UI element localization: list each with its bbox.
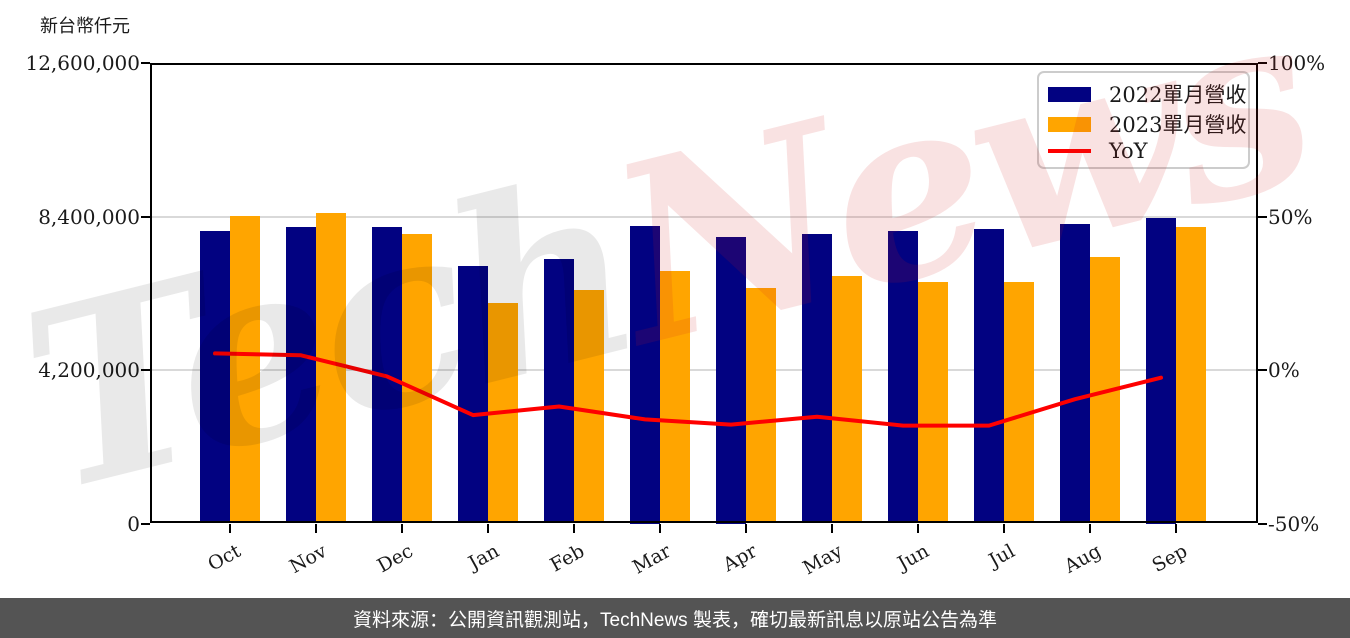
legend-label-2023: 2023單月營收 (1109, 113, 1247, 137)
bar-2023-mar (660, 270, 690, 524)
bar-2023-may (832, 276, 862, 524)
x-tick-jul (1003, 523, 1005, 533)
right-axis-label: 50% (1268, 204, 1313, 229)
x-label-nov: Nov (286, 540, 331, 579)
legend-swatch-yoy (1048, 149, 1091, 153)
bar-2023-jul (1004, 281, 1034, 524)
left-axis-label: 0 (127, 511, 140, 536)
bar-2023-jun (918, 282, 948, 524)
x-tick-mar (659, 523, 661, 533)
x-tick-aug (1089, 523, 1091, 533)
source-footer: 資料來源：公開資訊觀測站，TechNews 製表，確切最新訊息以原站公告為準 (0, 598, 1350, 638)
gridline (150, 215, 1258, 218)
bar-2022-jan (458, 265, 488, 524)
legend-item-yoy: YoY (1039, 139, 1248, 163)
bar-2022-aug (1060, 224, 1090, 524)
bar-2022-mar (630, 226, 660, 524)
left-axis-label: 12,600,000 (25, 51, 140, 75)
x-label-mar: Mar (629, 540, 675, 579)
x-tick-jun (917, 523, 919, 533)
bar-2022-oct (200, 230, 230, 524)
x-tick-nov (315, 523, 317, 533)
legend-item-2022: 2022單月營收 (1039, 79, 1248, 109)
bar-2022-nov (286, 226, 316, 524)
left-axis-label: 4,200,000 (38, 358, 140, 382)
bar-2022-feb (544, 258, 574, 524)
x-label-jul: Jul (985, 540, 1019, 572)
source-footer-text: 資料來源：公開資訊觀測站，TechNews 製表，確切最新訊息以原站公告為準 (353, 609, 997, 631)
x-tick-oct (229, 523, 231, 533)
bar-2023-dec (402, 233, 432, 524)
bar-2022-may (802, 233, 832, 524)
x-label-may: May (799, 540, 847, 580)
legend-swatch-2023 (1048, 116, 1091, 132)
bar-2023-sep (1176, 227, 1206, 524)
bar-2022-jun (888, 230, 918, 524)
x-tick-apr (745, 523, 747, 533)
left-tick (141, 62, 150, 64)
bar-2023-feb (574, 290, 604, 524)
legend-item-2023: 2023單月營收 (1039, 109, 1248, 139)
left-tick (141, 369, 150, 371)
right-tick (1258, 369, 1267, 371)
bar-2023-oct (230, 215, 260, 524)
x-label-jun: Jun (893, 540, 933, 575)
left-tick (141, 522, 150, 525)
right-tick (1258, 215, 1267, 218)
x-tick-feb (573, 523, 575, 533)
right-tick (1258, 62, 1267, 64)
x-label-oct: Oct (204, 540, 245, 576)
bar-2023-apr (746, 287, 776, 524)
right-tick (1258, 522, 1267, 525)
x-tick-may (831, 523, 833, 533)
x-label-apr: Apr (719, 540, 761, 577)
left-axis-title: 新台幣仟元 (40, 16, 130, 37)
x-tick-sep (1175, 523, 1177, 533)
x-label-jan: Jan (464, 540, 503, 575)
right-axis-label: -50% (1268, 511, 1320, 536)
yoy-line (213, 351, 1163, 428)
legend-label-yoy: YoY (1109, 139, 1148, 163)
x-tick-jan (487, 523, 489, 533)
bar-2023-nov (316, 213, 346, 524)
x-tick-dec (401, 523, 403, 533)
legend-label-2022: 2022單月營收 (1109, 83, 1247, 107)
left-axis-label: 8,400,000 (38, 204, 140, 229)
x-label-feb: Feb (546, 540, 589, 577)
x-label-aug: Aug (1060, 540, 1105, 578)
gridline (150, 369, 1258, 371)
bar-2022-apr (716, 237, 746, 524)
x-label-sep: Sep (1148, 540, 1191, 577)
x-label-dec: Dec (373, 540, 417, 578)
right-axis-label: 0% (1268, 358, 1300, 382)
legend-swatch-2022 (1048, 86, 1091, 102)
right-axis-label: 100% (1268, 51, 1326, 75)
left-tick (141, 215, 150, 218)
bar-2022-sep (1146, 218, 1176, 524)
bar-2022-jul (974, 229, 1004, 524)
legend: 2022單月營收 2023單月營收 YoY (1037, 71, 1250, 169)
